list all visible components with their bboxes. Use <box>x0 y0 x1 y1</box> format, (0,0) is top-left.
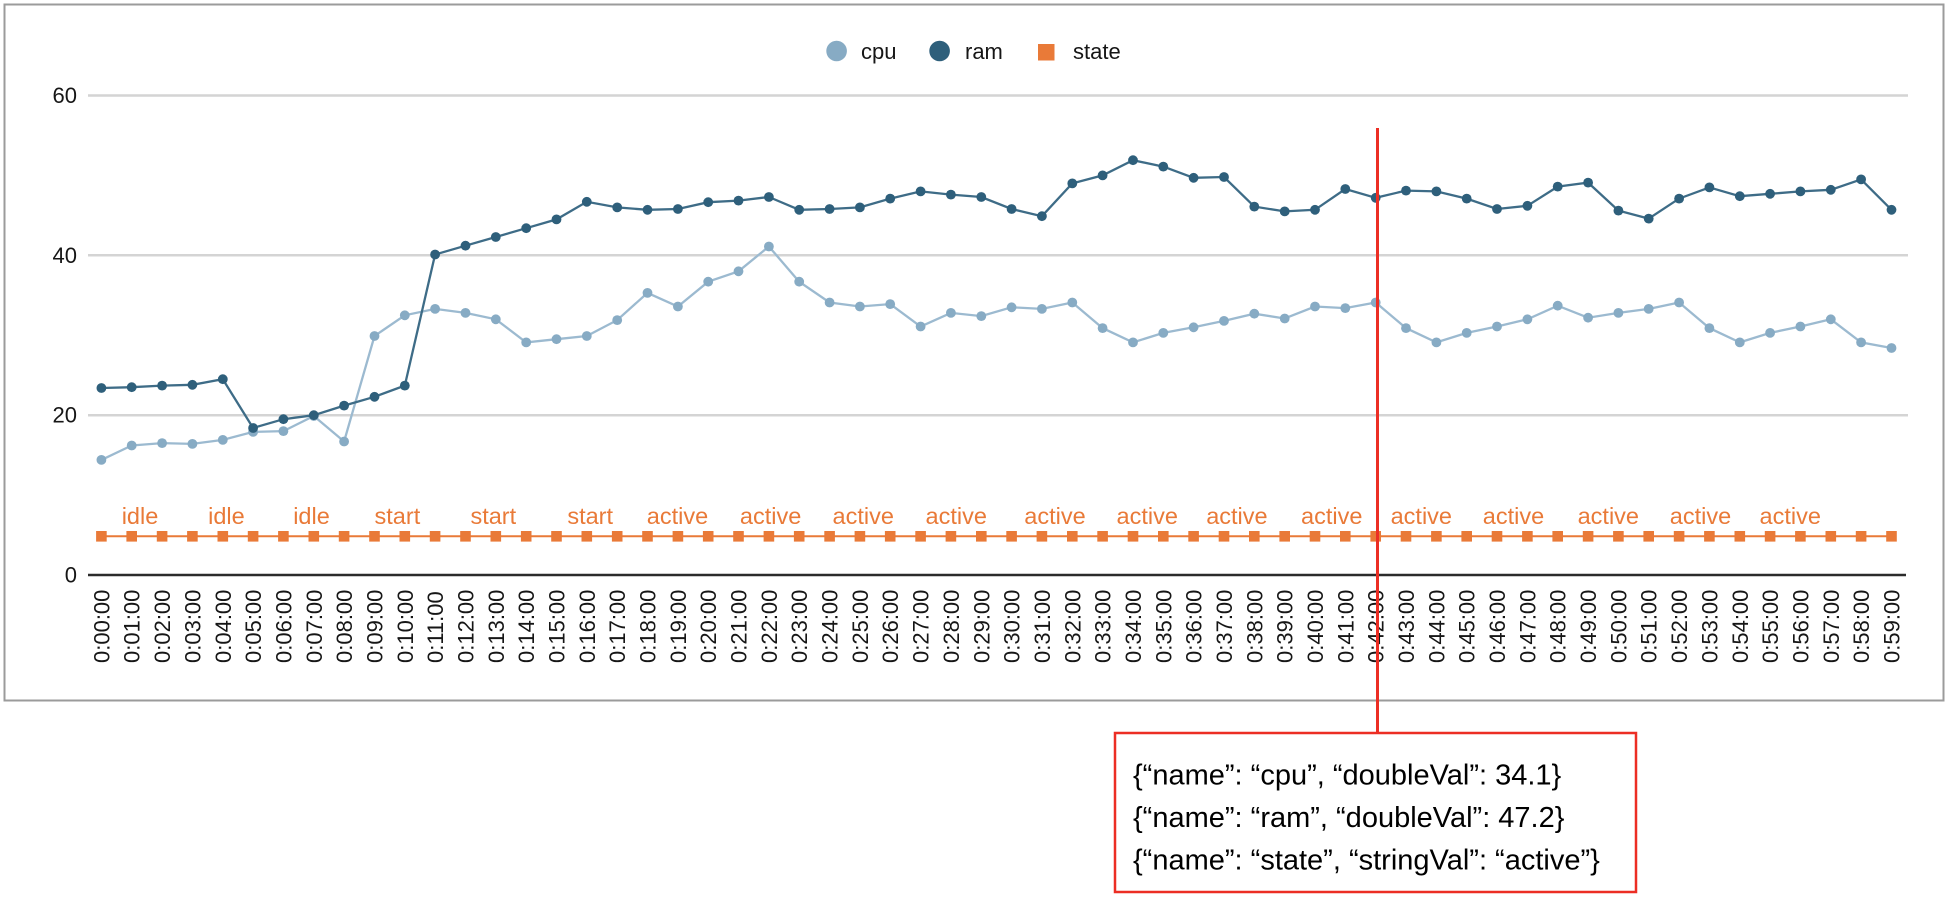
svg-text:active: active <box>926 503 987 529</box>
svg-text:start: start <box>375 503 421 529</box>
svg-text:active: active <box>647 503 708 529</box>
svg-text:0:48:00: 0:48:00 <box>1546 590 1571 663</box>
svg-text:start: start <box>470 503 516 529</box>
svg-text:0:47:00: 0:47:00 <box>1515 590 1540 663</box>
svg-text:0:40:00: 0:40:00 <box>1303 590 1328 663</box>
svg-text:0:44:00: 0:44:00 <box>1424 590 1449 663</box>
svg-text:0:29:00: 0:29:00 <box>969 590 994 663</box>
svg-text:ram: ram <box>965 39 1003 64</box>
svg-text:0:30:00: 0:30:00 <box>1000 590 1025 663</box>
svg-text:0:20:00: 0:20:00 <box>696 590 721 663</box>
svg-text:0:21:00: 0:21:00 <box>727 590 752 663</box>
svg-text:0:07:00: 0:07:00 <box>302 590 327 663</box>
svg-text:0:10:00: 0:10:00 <box>393 590 418 663</box>
svg-text:0: 0 <box>65 563 77 588</box>
svg-text:active: active <box>740 503 801 529</box>
svg-text:0:22:00: 0:22:00 <box>757 590 782 663</box>
svg-text:active: active <box>1301 503 1362 529</box>
svg-text:0:56:00: 0:56:00 <box>1788 590 1813 663</box>
svg-text:40: 40 <box>53 243 77 268</box>
svg-text:0:12:00: 0:12:00 <box>454 590 479 663</box>
svg-text:state: state <box>1073 39 1121 64</box>
svg-text:0:06:00: 0:06:00 <box>271 590 296 663</box>
svg-text:0:08:00: 0:08:00 <box>332 590 357 663</box>
svg-text:active: active <box>1117 503 1178 529</box>
svg-text:0:41:00: 0:41:00 <box>1333 590 1358 663</box>
svg-text:0:23:00: 0:23:00 <box>787 590 812 663</box>
svg-text:0:19:00: 0:19:00 <box>666 590 691 663</box>
svg-text:0:46:00: 0:46:00 <box>1485 590 1510 663</box>
svg-text:0:00:00: 0:00:00 <box>89 590 114 663</box>
svg-text:0:53:00: 0:53:00 <box>1697 590 1722 663</box>
svg-text:0:04:00: 0:04:00 <box>211 590 236 663</box>
svg-text:0:01:00: 0:01:00 <box>120 590 145 663</box>
svg-text:20: 20 <box>53 403 77 428</box>
svg-text:0:25:00: 0:25:00 <box>848 590 873 663</box>
svg-text:0:59:00: 0:59:00 <box>1880 590 1905 663</box>
svg-text:0:34:00: 0:34:00 <box>1121 590 1146 663</box>
svg-text:0:09:00: 0:09:00 <box>363 590 388 663</box>
svg-text:0:03:00: 0:03:00 <box>180 590 205 663</box>
svg-text:0:18:00: 0:18:00 <box>636 590 661 663</box>
svg-text:active: active <box>1391 503 1452 529</box>
svg-text:0:39:00: 0:39:00 <box>1273 590 1298 663</box>
svg-text:{“name”: “state”, “stringVal”:: {“name”: “state”, “stringVal”: “active”} <box>1133 845 1600 877</box>
svg-text:0:02:00: 0:02:00 <box>150 590 175 663</box>
svg-text:0:24:00: 0:24:00 <box>818 590 843 663</box>
svg-text:idle: idle <box>208 503 245 529</box>
svg-text:0:58:00: 0:58:00 <box>1849 590 1874 663</box>
svg-text:0:32:00: 0:32:00 <box>1060 590 1085 663</box>
svg-text:0:35:00: 0:35:00 <box>1151 590 1176 663</box>
svg-text:0:49:00: 0:49:00 <box>1576 590 1601 663</box>
svg-text:active: active <box>1483 503 1544 529</box>
svg-text:active: active <box>1024 503 1085 529</box>
svg-text:0:26:00: 0:26:00 <box>878 590 903 663</box>
svg-text:0:54:00: 0:54:00 <box>1728 590 1753 663</box>
svg-text:0:28:00: 0:28:00 <box>939 590 964 663</box>
svg-text:60: 60 <box>53 83 77 108</box>
svg-text:active: active <box>833 503 894 529</box>
svg-text:0:57:00: 0:57:00 <box>1819 590 1844 663</box>
svg-text:0:55:00: 0:55:00 <box>1758 590 1783 663</box>
svg-text:0:51:00: 0:51:00 <box>1637 590 1662 663</box>
svg-text:0:16:00: 0:16:00 <box>575 590 600 663</box>
svg-text:{“name”: “cpu”, “doubleVal”: 3: {“name”: “cpu”, “doubleVal”: 34.1} <box>1133 760 1562 792</box>
svg-text:0:43:00: 0:43:00 <box>1394 590 1419 663</box>
svg-text:start: start <box>567 503 613 529</box>
svg-text:active: active <box>1670 503 1731 529</box>
svg-text:{“name”: “ram”, “doubleVal”: 4: {“name”: “ram”, “doubleVal”: 47.2} <box>1133 802 1565 834</box>
svg-text:0:33:00: 0:33:00 <box>1091 590 1116 663</box>
svg-text:active: active <box>1206 503 1267 529</box>
svg-text:0:13:00: 0:13:00 <box>484 590 509 663</box>
svg-text:0:27:00: 0:27:00 <box>909 590 934 663</box>
svg-text:active: active <box>1760 503 1821 529</box>
svg-text:0:50:00: 0:50:00 <box>1606 590 1631 663</box>
svg-text:idle: idle <box>293 503 330 529</box>
svg-text:0:36:00: 0:36:00 <box>1182 590 1207 663</box>
svg-text:0:11:00: 0:11:00 <box>423 591 448 663</box>
svg-text:cpu: cpu <box>861 39 896 64</box>
svg-text:0:05:00: 0:05:00 <box>241 590 266 663</box>
svg-text:0:15:00: 0:15:00 <box>545 590 570 663</box>
svg-text:active: active <box>1578 503 1639 529</box>
svg-text:0:31:00: 0:31:00 <box>1030 590 1055 663</box>
svg-text:0:37:00: 0:37:00 <box>1212 590 1237 663</box>
svg-text:0:45:00: 0:45:00 <box>1455 590 1480 663</box>
svg-text:0:14:00: 0:14:00 <box>514 590 539 663</box>
svg-text:0:17:00: 0:17:00 <box>605 590 630 663</box>
svg-text:0:38:00: 0:38:00 <box>1242 590 1267 663</box>
svg-text:idle: idle <box>122 503 159 529</box>
svg-text:0:52:00: 0:52:00 <box>1667 590 1692 663</box>
